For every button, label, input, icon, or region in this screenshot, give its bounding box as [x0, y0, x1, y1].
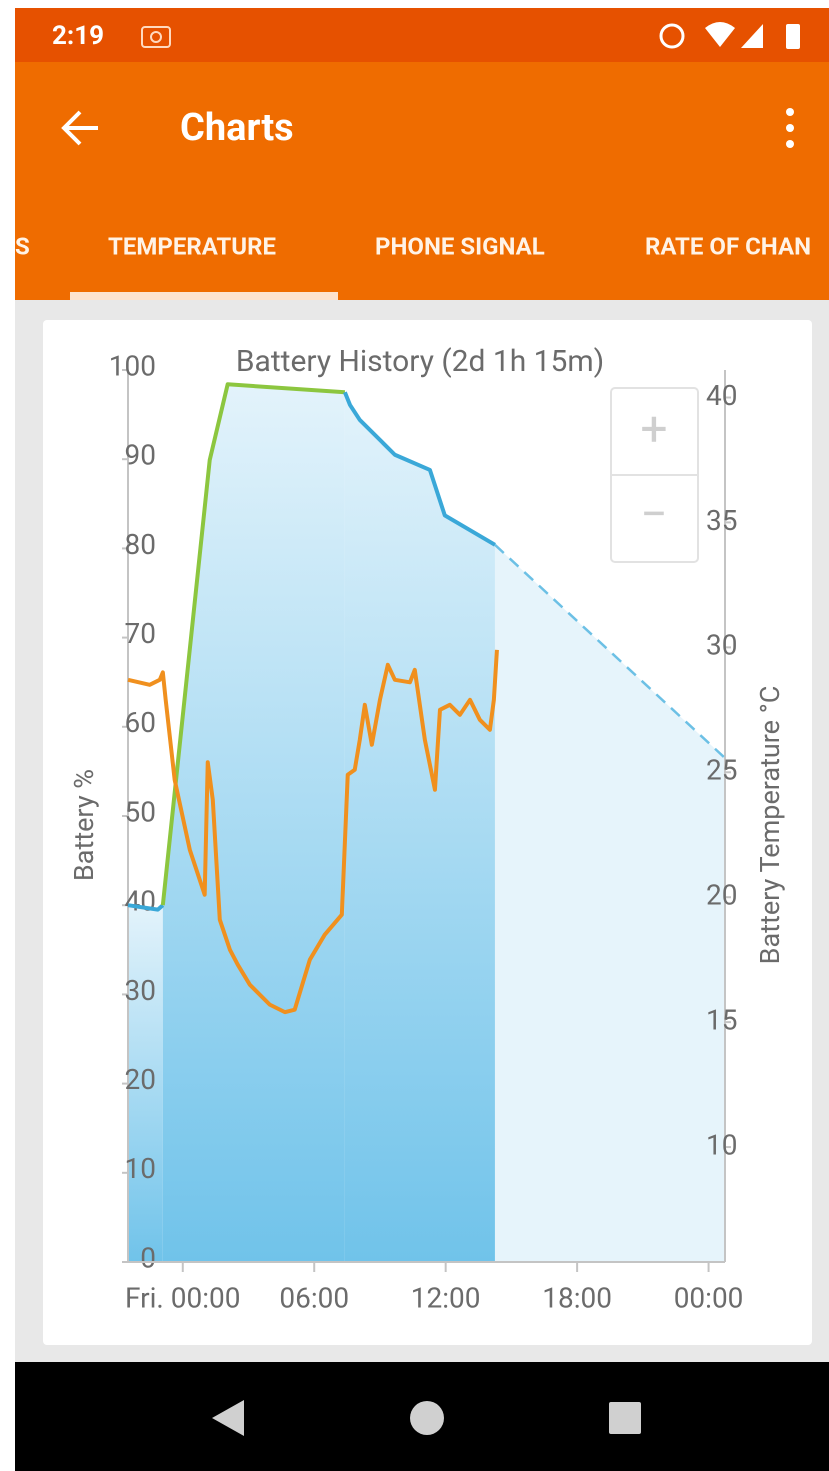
y2-tick-label: 20: [706, 879, 737, 912]
overflow-menu[interactable]: [786, 108, 794, 148]
clock: 2:19: [52, 21, 104, 51]
battery-icon: [786, 24, 800, 49]
alarm-icon: [659, 23, 685, 49]
status-bar: [15, 8, 829, 62]
x-tick-label: 06:00: [279, 1281, 349, 1314]
y2-tick-label: 25: [706, 754, 737, 787]
battery-line: [494, 543, 726, 759]
area-fill: [128, 905, 163, 1262]
tab-selected[interactable]: TEMPERATURE: [108, 232, 276, 260]
nav-recents-button[interactable]: [609, 1402, 641, 1434]
nav-back-button[interactable]: [212, 1400, 244, 1436]
tab[interactable]: S: [15, 232, 30, 260]
y-tick-label: 20: [125, 1063, 156, 1096]
chart: 0 10 20 30 40 50 60 70 80 90 100 10 15 20 25 30 35 40 Fri.…: [109, 349, 744, 1314]
screenshot-icon-lens: [150, 31, 162, 43]
battery-line: [160, 382, 346, 906]
zoom-in-button[interactable]: +: [640, 401, 667, 458]
y-tick-label: 40: [125, 885, 156, 918]
area-fill: [344, 392, 495, 1262]
y2-tick-label: 35: [706, 504, 737, 537]
screenshot-icon: [141, 26, 171, 48]
app-title: Charts: [180, 106, 294, 150]
zoom-out-button[interactable]: −: [640, 486, 667, 543]
chart-title: Battery History (2d 1h 15m): [236, 344, 604, 379]
y-tick-label: 100: [109, 349, 156, 382]
signal-icon: [741, 24, 763, 48]
y-tick-label: 30: [125, 974, 156, 1007]
area-fill: [162, 384, 345, 1263]
x-tick-label: Fri. 00:00: [125, 1281, 240, 1314]
temperature-line: [127, 649, 499, 1015]
tab[interactable]: RATE OF CHAN: [645, 232, 811, 260]
y-tick-label: 0: [140, 1241, 156, 1274]
y-tick-label: 70: [125, 617, 156, 650]
y-axis-title: Battery %: [68, 769, 100, 881]
tab-indicator: [70, 292, 338, 300]
tab[interactable]: PHONE SIGNAL: [375, 232, 545, 260]
y-tick-label: 90: [125, 439, 156, 472]
nav-home-button[interactable]: [410, 1401, 444, 1435]
y2-axis-title: Battery Temperature °C: [754, 686, 786, 965]
area-fill: [494, 544, 725, 1262]
y-tick-label: 80: [125, 528, 156, 561]
y2-tick-label: 40: [706, 379, 737, 412]
y-tick-label: 10: [125, 1152, 156, 1185]
x-tick-label: 12:00: [411, 1281, 481, 1314]
x-tick-label: 18:00: [542, 1281, 612, 1314]
battery-line: [343, 391, 496, 547]
back-button[interactable]: [61, 110, 98, 146]
battery-line: [127, 903, 165, 912]
app-bar: [15, 62, 829, 300]
x-tick-label: 00:00: [674, 1281, 744, 1314]
y-tick-label: 60: [125, 706, 156, 739]
y2-tick-label: 10: [706, 1128, 737, 1161]
y2-tick-label: 30: [706, 629, 737, 662]
y-tick-label: 50: [125, 795, 156, 828]
y2-tick-label: 15: [706, 1004, 737, 1037]
wifi-icon: [705, 22, 735, 47]
